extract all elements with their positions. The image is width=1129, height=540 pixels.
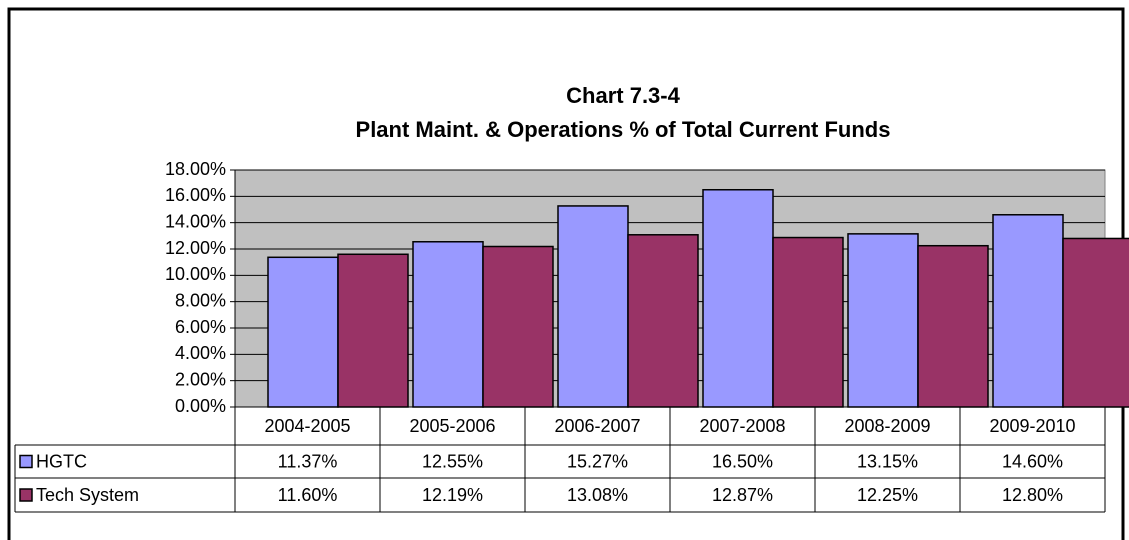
table-cell: 11.60%	[278, 485, 338, 505]
bar	[627, 234, 699, 408]
bar	[1062, 237, 1129, 408]
table-cell: 13.15%	[857, 451, 918, 471]
table-cell: 12.19%	[422, 485, 483, 505]
legend-label: Tech System	[36, 485, 139, 505]
x-tick-label: 2008-2009	[844, 416, 930, 436]
y-tick-label: 2.00%	[175, 369, 226, 389]
x-tick-label: 2006-2007	[554, 416, 640, 436]
y-tick-label: 10.00%	[165, 264, 226, 284]
table-cell: 12.25%	[857, 485, 918, 505]
bar	[337, 253, 409, 408]
bar	[267, 256, 339, 408]
table-cell: 12.80%	[1002, 485, 1063, 505]
bar	[917, 244, 989, 408]
table-cell: 11.37%	[278, 451, 338, 471]
y-tick-label: 0.00%	[175, 396, 226, 416]
table-cell: 14.60%	[1002, 451, 1063, 471]
x-tick-label: 2007-2008	[699, 416, 785, 436]
table-cell: 13.08%	[567, 485, 628, 505]
y-tick-label: 8.00%	[175, 290, 226, 310]
bar	[847, 233, 919, 408]
y-tick-label: 4.00%	[175, 343, 226, 363]
x-tick-label: 2005-2006	[409, 416, 495, 436]
y-tick-label: 12.00%	[165, 238, 226, 258]
bar	[992, 214, 1064, 408]
legend-key	[19, 454, 33, 469]
legend-label: HGTC	[36, 451, 87, 471]
chart-title: Chart 7.3-4	[566, 83, 680, 108]
table-cell: 12.55%	[422, 451, 483, 471]
y-tick-label: 16.00%	[165, 185, 226, 205]
x-tick-label: 2004-2005	[264, 416, 350, 436]
legend-key	[19, 488, 33, 502]
bar	[482, 245, 554, 408]
bar	[702, 189, 774, 408]
y-tick-label: 18.00%	[165, 159, 226, 179]
y-tick-label: 14.00%	[165, 211, 226, 231]
x-tick-label: 2009-2010	[989, 416, 1075, 436]
table-cell: 12.87%	[712, 485, 773, 505]
table-cell: 15.27%	[567, 451, 628, 471]
y-tick-label: 6.00%	[175, 317, 226, 337]
chart-subtitle: Plant Maint. & Operations % of Total Cur…	[356, 117, 891, 142]
table-cell: 16.50%	[712, 451, 773, 471]
bar	[772, 236, 844, 408]
bar	[557, 205, 629, 408]
bar	[412, 241, 484, 408]
